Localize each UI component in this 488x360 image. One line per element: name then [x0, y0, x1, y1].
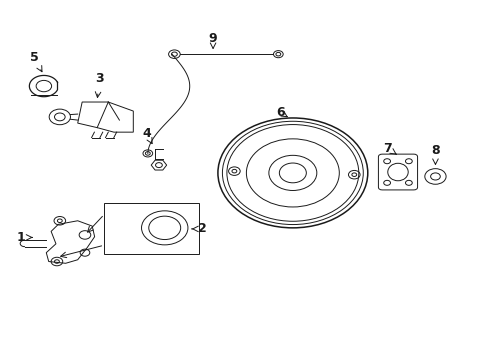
Bar	[104, 203, 198, 255]
Text: 6: 6	[276, 106, 285, 119]
Text: 2: 2	[197, 222, 206, 235]
Text: 4: 4	[142, 127, 151, 140]
Text: 9: 9	[208, 32, 217, 45]
Text: 1: 1	[17, 231, 25, 244]
Text: 8: 8	[430, 144, 439, 157]
Text: 7: 7	[382, 141, 391, 154]
Text: 3: 3	[95, 72, 103, 85]
Text: 5: 5	[30, 51, 39, 64]
